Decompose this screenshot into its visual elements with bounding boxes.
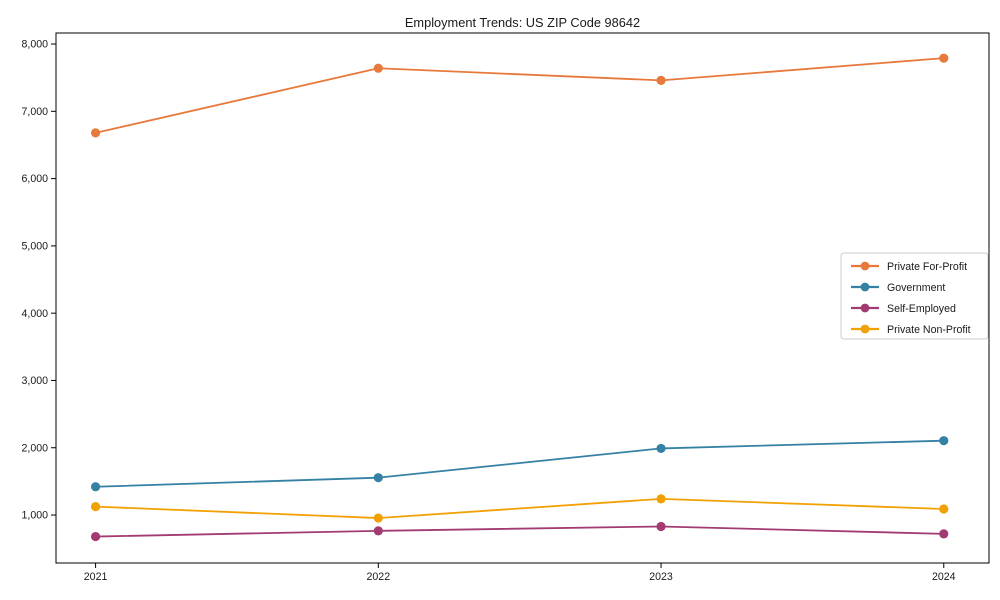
data-point-government: [656, 443, 666, 454]
data-point-private-for-profit: [90, 128, 101, 138]
y-tick-label: 3,000: [21, 375, 48, 387]
y-tick-label: 8,000: [21, 39, 48, 51]
plot-frame: [55, 32, 990, 564]
legend-item-private-for-profit: Private For-Profit: [851, 261, 967, 273]
data-point-self-employed: [90, 531, 101, 542]
data-point-government: [939, 436, 949, 446]
x-tick-label: 2021: [84, 571, 108, 583]
y-tick-label: 2,000: [21, 442, 48, 454]
series-line-self-employed: [94, 525, 945, 538]
data-point-government: [373, 473, 383, 483]
y-tick-label: 1,000: [21, 510, 48, 522]
data-point-private-non-profit: [939, 504, 949, 514]
legend-item-self-employed: Self-Employed: [851, 303, 956, 315]
x-tick-label: 2024: [932, 571, 956, 583]
legend-label: Government: [887, 282, 945, 294]
series-line-government: [94, 439, 945, 488]
legend-label: Private Non-Profit: [887, 324, 971, 336]
legend: Private For-Profit Government Self-Employe…: [840, 252, 989, 340]
legend-label: Private For-Profit: [887, 261, 967, 273]
y-tick-label: 5,000: [21, 240, 48, 252]
data-point-private-for-profit: [373, 63, 383, 73]
data-point-government: [90, 482, 101, 492]
legend-item-government: Government: [851, 282, 945, 294]
series-line-private-for-profit: [94, 57, 945, 134]
data-point-private-non-profit: [373, 513, 383, 523]
legend-marker-dot: [860, 261, 870, 271]
legend-marker-dot: [860, 324, 870, 334]
data-point-private-non-profit: [656, 494, 666, 504]
data-point-self-employed: [939, 529, 949, 539]
data-point-self-employed: [373, 526, 383, 536]
y-tick-label: 6,000: [21, 173, 48, 185]
x-tick-label: 2022: [367, 571, 391, 583]
legend-label: Self-Employed: [887, 303, 956, 315]
chart-title: Employment Trends: US ZIP Code 98642: [405, 15, 640, 30]
axes: 1,000 2,000 3,000 4,000 5,000 6,000 7,000 8,000…: [21, 32, 990, 583]
data-point-private-for-profit: [656, 75, 666, 85]
data-point-private-for-profit: [939, 53, 949, 63]
x-tick-label: 2023: [649, 571, 673, 583]
legend-box: [840, 252, 989, 340]
series-line-private-non-profit: [94, 497, 945, 519]
plot-series: [90, 53, 949, 542]
data-point-self-employed: [656, 521, 666, 532]
legend-item-private-non-profit: Private Non-Profit: [851, 324, 971, 336]
y-tick-label: 4,000: [21, 308, 48, 320]
data-point-private-non-profit: [90, 502, 101, 512]
y-tick-label: 7,000: [21, 106, 48, 118]
legend-marker-dot: [860, 282, 870, 292]
legend-marker-dot: [860, 303, 870, 313]
